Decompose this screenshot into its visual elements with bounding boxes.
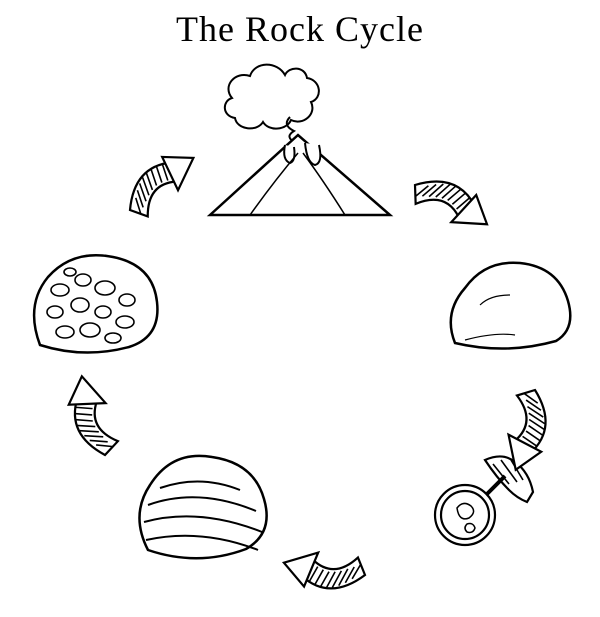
- volcano-node: [190, 55, 410, 220]
- arrow-4: [63, 372, 121, 461]
- igneous-rock-node: [440, 255, 575, 360]
- arrow-3: [280, 545, 367, 597]
- arrow-1: [407, 166, 497, 240]
- sediments-node: [415, 450, 540, 555]
- sedimentary-rock-node: [130, 450, 275, 570]
- metamorphic-rock-node: [25, 250, 165, 365]
- page-title: The Rock Cycle: [0, 8, 600, 50]
